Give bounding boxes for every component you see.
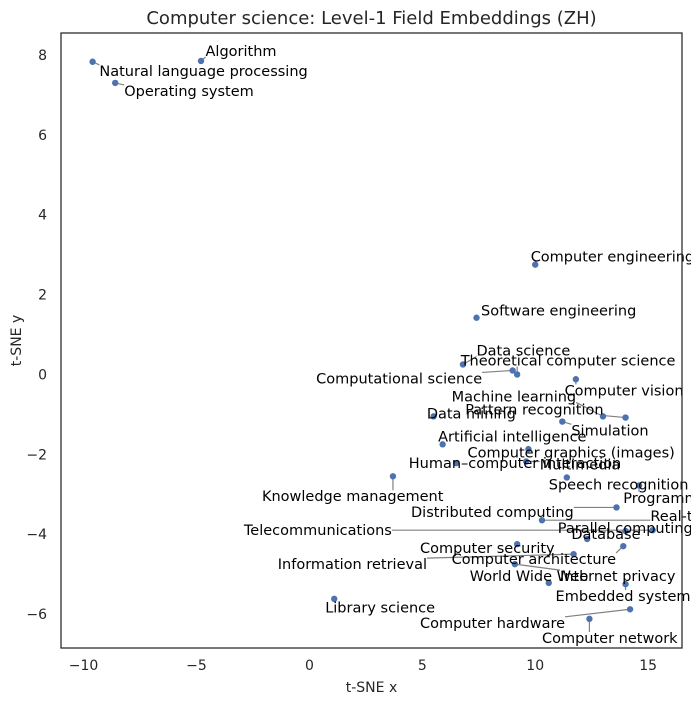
point-data-science xyxy=(459,361,467,368)
point-label-computer-engineering: Computer engineering xyxy=(531,250,691,266)
point-theoretical-computer-science xyxy=(513,371,521,378)
point-label-distributed-computing: Distributed computing xyxy=(411,505,574,521)
point-database xyxy=(583,535,591,543)
plot-frame xyxy=(60,32,683,649)
x-tick-label: 0 xyxy=(305,658,314,674)
point-pattern-recognition xyxy=(622,414,629,421)
point-computer-vision xyxy=(572,376,580,383)
point-natural-language-processing xyxy=(89,58,96,65)
leader-line-information-retrieval xyxy=(426,553,574,559)
x-tick-label: 15 xyxy=(639,658,657,674)
point-label-computer-architecture: Computer architecture xyxy=(452,552,617,568)
point-label-parallel-computing: Parallel computing xyxy=(558,521,691,537)
point-label-artificial-intelligence: Artificial intelligence xyxy=(438,429,586,445)
point-real-time-computing xyxy=(538,517,546,524)
point-label-computer-network: Computer network xyxy=(542,631,678,647)
y-tick-label: 4 xyxy=(38,208,47,224)
point-computer-security xyxy=(513,540,521,548)
point-label-data-science: Data science xyxy=(477,343,571,359)
y-tick-label: 0 xyxy=(38,367,47,383)
x-tick-label: 10 xyxy=(526,658,544,674)
point-multimedia xyxy=(522,458,530,465)
point-label-operating-system: Operating system xyxy=(124,84,254,100)
point-labels: Algorithm Natural language processing Oper… xyxy=(99,44,691,647)
point-telecommunications xyxy=(649,526,656,534)
y-tick-label: −2 xyxy=(26,447,47,463)
point-label-theoretical-computer-science: Theoretical computer science xyxy=(460,353,676,369)
point-computer-graphics-images xyxy=(525,445,532,453)
point-embedded-system xyxy=(622,580,629,588)
point-label-telecommunications: Telecommunications xyxy=(243,523,392,539)
y-tick-label: 2 xyxy=(38,288,47,304)
leader-line-internet-privacy xyxy=(514,563,561,571)
point-data-mining xyxy=(430,413,437,420)
point-library-science xyxy=(331,595,338,603)
point-label-algorithm: Algorithm xyxy=(206,44,277,60)
point-label-human-computer-interaction: Human–computer interaction xyxy=(409,456,622,472)
y-axis-label: t-SNE y xyxy=(9,315,25,366)
point-label-database: Database xyxy=(571,527,640,543)
point-internet-privacy xyxy=(511,560,519,568)
point-label-machine-learning: Machine learning xyxy=(452,389,576,405)
point-artificial-intelligence xyxy=(439,441,446,448)
point-software-engineering xyxy=(473,314,480,321)
point-computer-hardware xyxy=(626,606,634,613)
point-knowledge-management xyxy=(389,473,397,480)
point-label-multimedia: Multimedia xyxy=(540,457,621,473)
point-algorithm xyxy=(197,57,205,65)
point-world-wide-web xyxy=(545,579,552,587)
point-label-programming-language: Programming language xyxy=(623,491,691,507)
point-label-software-engineering: Software engineering xyxy=(481,304,636,320)
y-tick-label: 8 xyxy=(38,48,47,64)
plot-area xyxy=(61,33,682,648)
leader-line-computer-hardware xyxy=(564,608,631,618)
x-axis-ticks: −10 −5 0 5 10 15 xyxy=(69,658,657,674)
leader-line-machine-learning xyxy=(575,401,604,417)
point-parallel-computing xyxy=(622,527,629,535)
chart-title: Computer science: Level-1 Field Embeddin… xyxy=(146,8,596,29)
leader-line-computational-science xyxy=(482,369,513,374)
point-label-knowledge-management: Knowledge management xyxy=(262,489,444,505)
point-label-information-retrieval: Information retrieval xyxy=(278,557,427,573)
y-tick-label: −4 xyxy=(26,527,47,543)
point-simulation xyxy=(559,418,566,425)
point-machine-learning xyxy=(599,413,607,420)
leader-line-pattern-recognition xyxy=(603,414,626,419)
y-axis-ticks: −6 −4 −2 0 2 4 6 8 xyxy=(26,48,47,623)
point-operating-system xyxy=(111,79,119,87)
point-label-computer-security: Computer security xyxy=(420,541,555,557)
point-speech-recognition xyxy=(563,474,571,481)
data-points xyxy=(89,57,656,623)
point-label-computer-vision: Computer vision xyxy=(565,383,684,399)
point-label-data-mining: Data mining xyxy=(427,407,516,423)
point-label-pattern-recognition: Pattern recognition xyxy=(465,403,603,419)
x-axis-label: t-SNE x xyxy=(346,680,397,696)
point-computer-network xyxy=(586,615,593,623)
point-computational-science xyxy=(509,367,516,374)
y-tick-label: 6 xyxy=(38,128,47,144)
point-label-natural-language-processing: Natural language processing xyxy=(99,64,307,80)
point-label-real-time-computing: Real-time computing xyxy=(650,509,691,525)
point-label-computer-graphics-images: Computer graphics (images) xyxy=(467,445,674,461)
point-label-simulation: Simulation xyxy=(571,423,648,439)
x-tick-label: −5 xyxy=(186,658,207,674)
point-label-world-wide-web: World Wide Web xyxy=(470,569,589,585)
point-label-computational-science: Computational science xyxy=(316,371,482,387)
point-label-computer-hardware: Computer hardware xyxy=(420,616,565,632)
point-label-library-science: Library science xyxy=(325,600,435,616)
x-tick-label: 5 xyxy=(418,658,427,674)
point-label-embedded-system: Embedded system xyxy=(556,589,691,605)
point-label-speech-recognition: Speech recognition xyxy=(549,477,689,493)
point-programming-language xyxy=(635,482,643,489)
point-distributed-computing xyxy=(613,504,620,511)
point-information-retrieval xyxy=(570,550,577,558)
y-tick-label: −6 xyxy=(26,607,47,623)
point-computer-architecture xyxy=(620,542,627,550)
point-human-computer-interaction xyxy=(452,459,460,467)
x-tick-label: −10 xyxy=(69,658,99,674)
point-computer-engineering xyxy=(532,261,539,268)
point-label-internet-privacy: Internet privacy xyxy=(560,569,676,585)
